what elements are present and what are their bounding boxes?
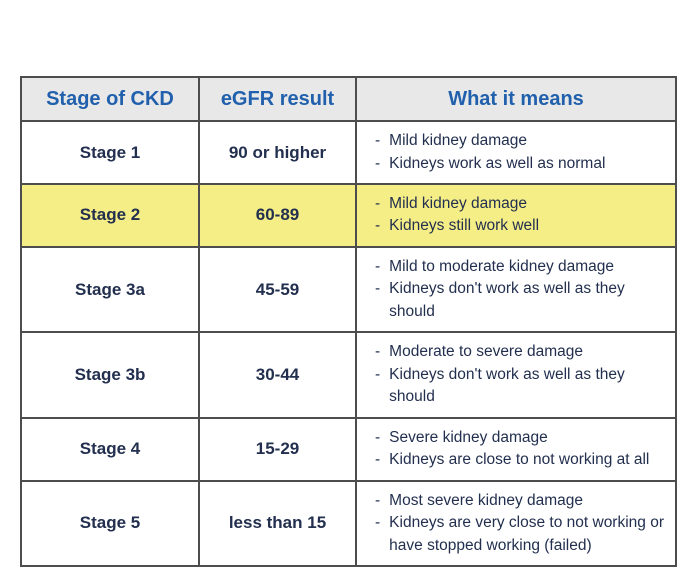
- meaning-text: Kidneys are close to not working at all: [389, 451, 650, 469]
- meaning-cell: - Severe kidney damage - Kidneys are close…: [355, 416, 677, 482]
- table-row: Stage 1 90 or higher - Mild kidney damage…: [20, 120, 677, 185]
- meaning-line: - Moderate to severe damage: [375, 341, 665, 363]
- table-row: Stage 5 less than 15 - Most severe kidney…: [20, 479, 677, 568]
- meaning-line: - Kidneys work as well as normal: [375, 153, 665, 175]
- meaning-line: - Kidneys don't work as well as they shou…: [375, 278, 665, 323]
- table-row: Stage 3b 30-44 - Moderate to severe damag…: [20, 331, 677, 419]
- meaning-cell: - Mild to moderate kidney damage - Kidneys…: [355, 245, 677, 334]
- meaning-text: Moderate to severe damage: [389, 343, 584, 361]
- bullet-dash: -: [375, 491, 381, 509]
- meaning-text: Kidneys work as well as normal: [389, 154, 606, 172]
- stage-cell: Stage 3b: [20, 331, 200, 419]
- bullet-dash: -: [375, 365, 381, 383]
- meaning-line: - Kidneys are very close to not working o…: [375, 512, 665, 557]
- meaning-cell: - Mild kidney damage - Kidneys work as wel…: [355, 120, 677, 185]
- stage-cell: Stage 4: [20, 416, 200, 482]
- stage-cell: Stage 1: [20, 120, 200, 185]
- bullet-dash: -: [375, 451, 381, 469]
- meaning-text: Kidneys still work well: [389, 217, 540, 235]
- egfr-cell: 90 or higher: [198, 120, 357, 185]
- stage-cell: Stage 3a: [20, 245, 200, 334]
- ckd-stages-table: Stage of CKD eGFR result What it means S…: [20, 76, 677, 568]
- meaning-text: Kidneys don't work as well as they shoul…: [389, 280, 625, 320]
- bullet-dash: -: [375, 217, 381, 235]
- table-row: Stage 3a 45-59 - Mild to moderate kidney …: [20, 245, 677, 334]
- meaning-text: Mild kidney damage: [389, 132, 528, 150]
- meaning-text: Severe kidney damage: [389, 428, 548, 446]
- meaning-line: - Mild kidney damage: [375, 130, 665, 152]
- meaning-line: - Most severe kidney damage: [375, 490, 665, 512]
- meaning-text: Mild kidney damage: [389, 195, 528, 212]
- bullet-dash: -: [375, 428, 381, 446]
- meaning-line: - Mild kidney damage: [375, 193, 665, 215]
- meaning-line: - Kidneys still work well: [375, 215, 665, 237]
- bullet-dash: -: [375, 195, 381, 212]
- table-row: Stage 4 15-29 - Severe kidney damage - Kid…: [20, 416, 677, 482]
- header-row: Stage of CKD eGFR result What it means: [20, 76, 677, 122]
- egfr-cell: 30-44: [198, 331, 357, 419]
- bullet-dash: -: [375, 154, 381, 172]
- column-header-what-it-means: What it means: [355, 76, 677, 122]
- egfr-cell: 15-29: [198, 416, 357, 482]
- stage-cell: Stage 5: [20, 479, 200, 568]
- meaning-cell: - Most severe kidney damage - Kidneys are …: [355, 479, 677, 568]
- column-header-egfr-result: eGFR result: [198, 76, 357, 122]
- meaning-line: - Mild to moderate kidney damage: [375, 256, 665, 278]
- meaning-line: - Severe kidney damage: [375, 427, 665, 449]
- meaning-text: Kidneys don't work as well as they shoul…: [389, 365, 625, 406]
- bullet-dash: -: [375, 514, 381, 532]
- egfr-cell: 60-89: [198, 183, 357, 248]
- bullet-dash: -: [375, 132, 381, 150]
- stage-cell: Stage 2: [20, 183, 200, 248]
- bullet-dash: -: [375, 343, 381, 361]
- meaning-cell: - Moderate to severe damage - Kidneys don'…: [355, 331, 677, 419]
- bullet-dash: -: [375, 257, 381, 275]
- meaning-line: - Kidneys are close to not working at all: [375, 449, 665, 471]
- table-row-highlighted: Stage 2 60-89 - Mild kidney damage - Kidne…: [20, 183, 677, 248]
- meaning-text: Kidneys are very close to not working or…: [389, 514, 664, 554]
- column-header-stage-of-ckd: Stage of CKD: [20, 76, 200, 122]
- meaning-text: Most severe kidney damage: [389, 491, 584, 509]
- meaning-cell: - Mild kidney damage - Kidneys still work …: [355, 183, 677, 248]
- bullet-dash: -: [375, 280, 381, 298]
- egfr-cell: 45-59: [198, 245, 357, 334]
- egfr-cell: less than 15: [198, 479, 357, 568]
- meaning-line: - Kidneys don't work as well as they shou…: [375, 364, 665, 409]
- meaning-text: Mild to moderate kidney damage: [389, 257, 615, 275]
